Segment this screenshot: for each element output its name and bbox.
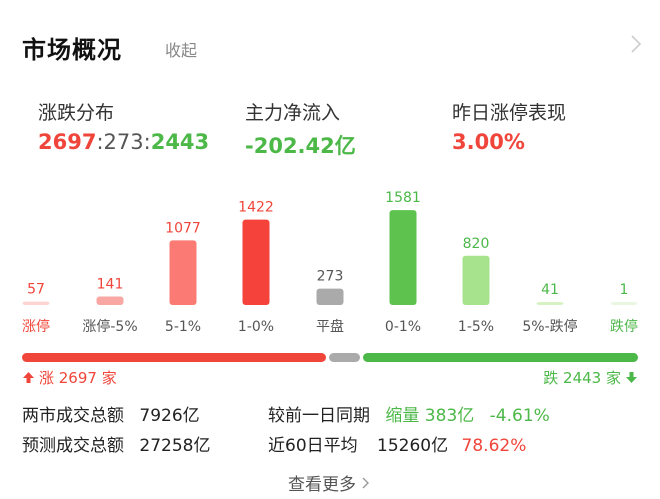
breadth-label: 涨跌分布 [38, 102, 115, 124]
breadth-sep: : [96, 130, 104, 154]
chart-value-label: 273 [317, 269, 344, 285]
up-count-text: 涨 2697 家 [39, 369, 117, 387]
turnover-forecast-label: 预测成交总额 [22, 436, 124, 456]
chart-category-label: 5%-跌停 [522, 318, 577, 335]
turnover-forecast-row: 预测成交总额 27258亿 [22, 431, 211, 456]
chart-category-label: 平盘 [316, 318, 344, 335]
turnover-today-value: 7926亿 [139, 406, 200, 426]
chart-value-label: 1581 [385, 190, 421, 206]
chart-value-label: 1 [620, 282, 629, 298]
chart-category-label: 0-1% [385, 319, 421, 335]
breadth-bar [22, 353, 638, 362]
down-count-label: 跌 2443 家 [543, 367, 638, 388]
chart-category-label: 涨停-5% [82, 318, 137, 335]
distribution-chart: 57涨停141涨停-5%10775-1%14221-0%273平盘15810-1… [22, 190, 638, 335]
chart-bar [462, 255, 490, 305]
breadth-bar-up [22, 353, 326, 362]
arrow-down-icon [626, 372, 637, 383]
chart-category-label: 1-5% [458, 319, 494, 335]
page-title: 市场概况 [22, 36, 122, 64]
breadth-flat: 273 [103, 130, 144, 154]
chart-bar [610, 302, 638, 305]
chart-category-label: 5-1% [165, 319, 201, 335]
turnover-avg-value: 15260亿 [377, 436, 449, 456]
turnover-compare-pct: -4.61% [489, 406, 550, 426]
turnover-today-row: 两市成交总额 7926亿 [22, 401, 200, 426]
chevron-right-icon[interactable] [630, 34, 642, 54]
breadth-down: 2443 [150, 130, 210, 154]
turnover-avg-pct: 78.62% [461, 436, 527, 456]
breadth-value: 2697:273:2443 [38, 130, 209, 154]
limitup-performance-label: 昨日涨停表现 [452, 102, 567, 124]
chart-bar [22, 301, 50, 305]
turnover-compare-change: 缩量 383亿 [385, 406, 475, 426]
chart-value-label: 1422 [238, 200, 274, 216]
chart-value-label: 57 [27, 282, 45, 298]
chart-bar [242, 219, 270, 305]
view-more-label: 查看更多 [288, 475, 356, 495]
turnover-avg-label: 近60日平均 [268, 436, 358, 456]
chart-bar [389, 210, 417, 305]
down-count-text: 跌 2443 家 [543, 369, 621, 387]
turnover-avg-row: 近60日平均 15260亿 78.62% [268, 431, 526, 456]
arrow-up-icon [23, 372, 34, 383]
breadth-bar-down [362, 353, 638, 362]
breadth-sep: : [143, 130, 151, 154]
chart-value-label: 820 [463, 236, 490, 252]
chevron-right-icon [362, 477, 369, 488]
collapse-button[interactable]: 收起 [165, 41, 198, 60]
main-flow-label: 主力净流入 [245, 102, 341, 124]
chart-bar [96, 296, 124, 305]
up-count-label: 涨 2697 家 [22, 367, 117, 388]
chart-bar [536, 302, 564, 305]
chart-value-label: 1077 [165, 220, 201, 236]
breadth-up: 2697 [38, 130, 97, 154]
main-flow-value: -202.42亿 [245, 134, 356, 158]
chart-bar [169, 240, 197, 305]
chart-bar [316, 288, 344, 305]
breadth-bar-flat [328, 353, 360, 362]
chart-category-label: 涨停 [22, 318, 50, 335]
chart-category-label: 跌停 [610, 318, 638, 335]
turnover-forecast-value: 27258亿 [139, 436, 211, 456]
chart-value-label: 41 [541, 282, 559, 298]
chart-category-label: 1-0% [238, 319, 274, 335]
turnover-compare-row: 较前一日同期 缩量 383亿 -4.61% [268, 401, 550, 426]
turnover-compare-label: 较前一日同期 [268, 406, 370, 426]
turnover-today-label: 两市成交总额 [22, 406, 124, 426]
view-more-button[interactable]: 查看更多 [288, 470, 370, 495]
limitup-performance-value: 3.00% [452, 130, 525, 154]
chart-value-label: 141 [97, 277, 124, 293]
